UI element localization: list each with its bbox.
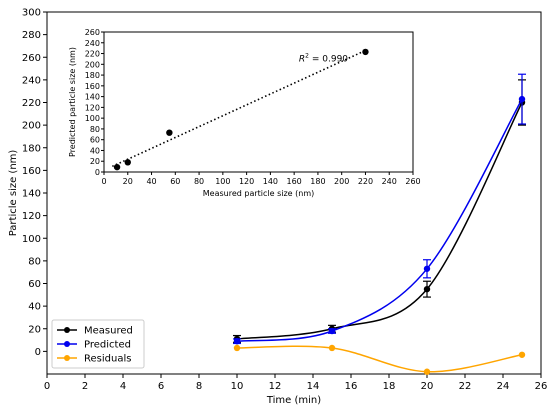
y-tick-label: 120: [22, 211, 41, 222]
y-tick-label: 100: [22, 234, 41, 245]
inset-y-tick-label: 120: [85, 103, 100, 112]
predicted-data-point: [423, 265, 431, 272]
predicted-data-point: [518, 95, 526, 103]
inset-x-tick-label: 160: [287, 177, 302, 186]
r-squared-annotation: R2 = 0.990: [299, 53, 348, 65]
inset-y-tick-label: 240: [85, 39, 100, 48]
inset-x-axis-label: Measured particle size (nm): [203, 189, 315, 198]
inset-y-axis-label: Predicted particle size (nm): [68, 47, 77, 157]
residuals-data-point: [328, 344, 336, 352]
x-tick-label: 18: [383, 381, 396, 392]
y-tick-label: 80: [28, 256, 41, 267]
x-tick-label: 0: [44, 381, 50, 392]
x-tick-label: 24: [497, 381, 510, 392]
inset-y-tick-label: 20: [90, 157, 100, 166]
predicted-series-line: [236, 98, 523, 342]
y-tick-label: 140: [22, 189, 41, 200]
residuals-series-line: [236, 345, 523, 373]
predicted-data-point: [328, 327, 336, 335]
inset-x-tick-label: 0: [101, 177, 106, 186]
y-tick-label: 200: [22, 121, 41, 132]
inset-data-point: [124, 159, 131, 166]
y-tick-label: 220: [22, 98, 41, 109]
inset-y-tick-label: 220: [85, 50, 100, 59]
inset-y-tick-label: 40: [90, 146, 100, 155]
inset-y-tick-label: 200: [85, 60, 100, 69]
inset-y-tick-label: 100: [85, 114, 100, 123]
x-tick-label: 26: [535, 381, 548, 392]
y-tick-label: 280: [22, 30, 41, 41]
legend-predicted-marker: [64, 341, 70, 347]
y-tick-label: 160: [22, 166, 41, 177]
x-tick-label: 20: [421, 381, 434, 392]
x-tick-label: 14: [307, 381, 320, 392]
inset-data-point: [166, 129, 173, 136]
inset-x-tick-label: 100: [215, 177, 230, 186]
inset-data-point: [113, 163, 121, 171]
inset-x-tick-label: 60: [170, 177, 180, 186]
legend-predicted-label: Predicted: [84, 340, 131, 351]
inset-plot-frame: [103, 31, 414, 173]
inset-x-tick-label: 120: [239, 177, 254, 186]
measured-series-line: [236, 102, 523, 340]
inset-y-tick-label: 140: [85, 93, 100, 102]
x-tick-label: 22: [459, 381, 472, 392]
y-tick-label: 300: [22, 8, 41, 19]
inset-y-tick-label: 0: [95, 168, 100, 177]
x-tick-label: 10: [231, 381, 244, 392]
inset-x-tick-label: 140: [263, 177, 278, 186]
inset-y-tick-label: 60: [90, 136, 100, 145]
x-tick-label: 6: [158, 381, 164, 392]
y-tick-label: 260: [22, 53, 41, 64]
inset-x-tick-label: 220: [358, 177, 373, 186]
y-tick-label: 180: [22, 143, 41, 154]
legend-residuals-label: Residuals: [84, 354, 131, 365]
legend-box: [51, 319, 145, 369]
residuals-data-point: [423, 368, 431, 375]
x-axis-label: Time (min): [266, 395, 321, 406]
measured-data-point: [423, 285, 431, 293]
inset-x-tick-label: 200: [334, 177, 349, 186]
inset-x-tick-label: 260: [405, 177, 420, 186]
x-tick-label: 2: [82, 381, 88, 392]
y-tick-label: 20: [28, 324, 41, 335]
legend-residuals-marker: [64, 355, 70, 361]
y-tick-label: 240: [22, 75, 41, 86]
x-tick-label: 12: [269, 381, 282, 392]
residuals-data-point: [518, 351, 526, 358]
y-tick-label: 0: [35, 347, 41, 358]
legend-measured-marker: [64, 327, 70, 333]
inset-data-point: [362, 48, 369, 56]
inset-x-tick-label: 180: [310, 177, 325, 186]
inset-y-tick-label: 160: [85, 82, 100, 91]
inset-y-tick-label: 80: [90, 125, 100, 134]
inset-y-tick-label: 180: [85, 71, 100, 80]
inset-y-tick-label: 260: [85, 28, 100, 37]
inset-x-tick-label: 80: [194, 177, 204, 186]
inset-x-tick-label: 40: [146, 177, 156, 186]
y-tick-label: 60: [28, 279, 41, 290]
x-tick-label: 16: [345, 381, 358, 392]
residuals-data-point: [233, 344, 241, 352]
predicted-data-point: [233, 337, 241, 345]
inset-x-tick-label: 20: [123, 177, 133, 186]
legend-measured-label: Measured: [84, 326, 133, 337]
x-tick-label: 8: [196, 381, 202, 392]
x-tick-label: 4: [120, 381, 126, 392]
inset-x-tick-label: 240: [382, 177, 397, 186]
y-tick-label: 40: [28, 302, 41, 313]
y-axis-label: Particle size (nm): [8, 150, 19, 237]
